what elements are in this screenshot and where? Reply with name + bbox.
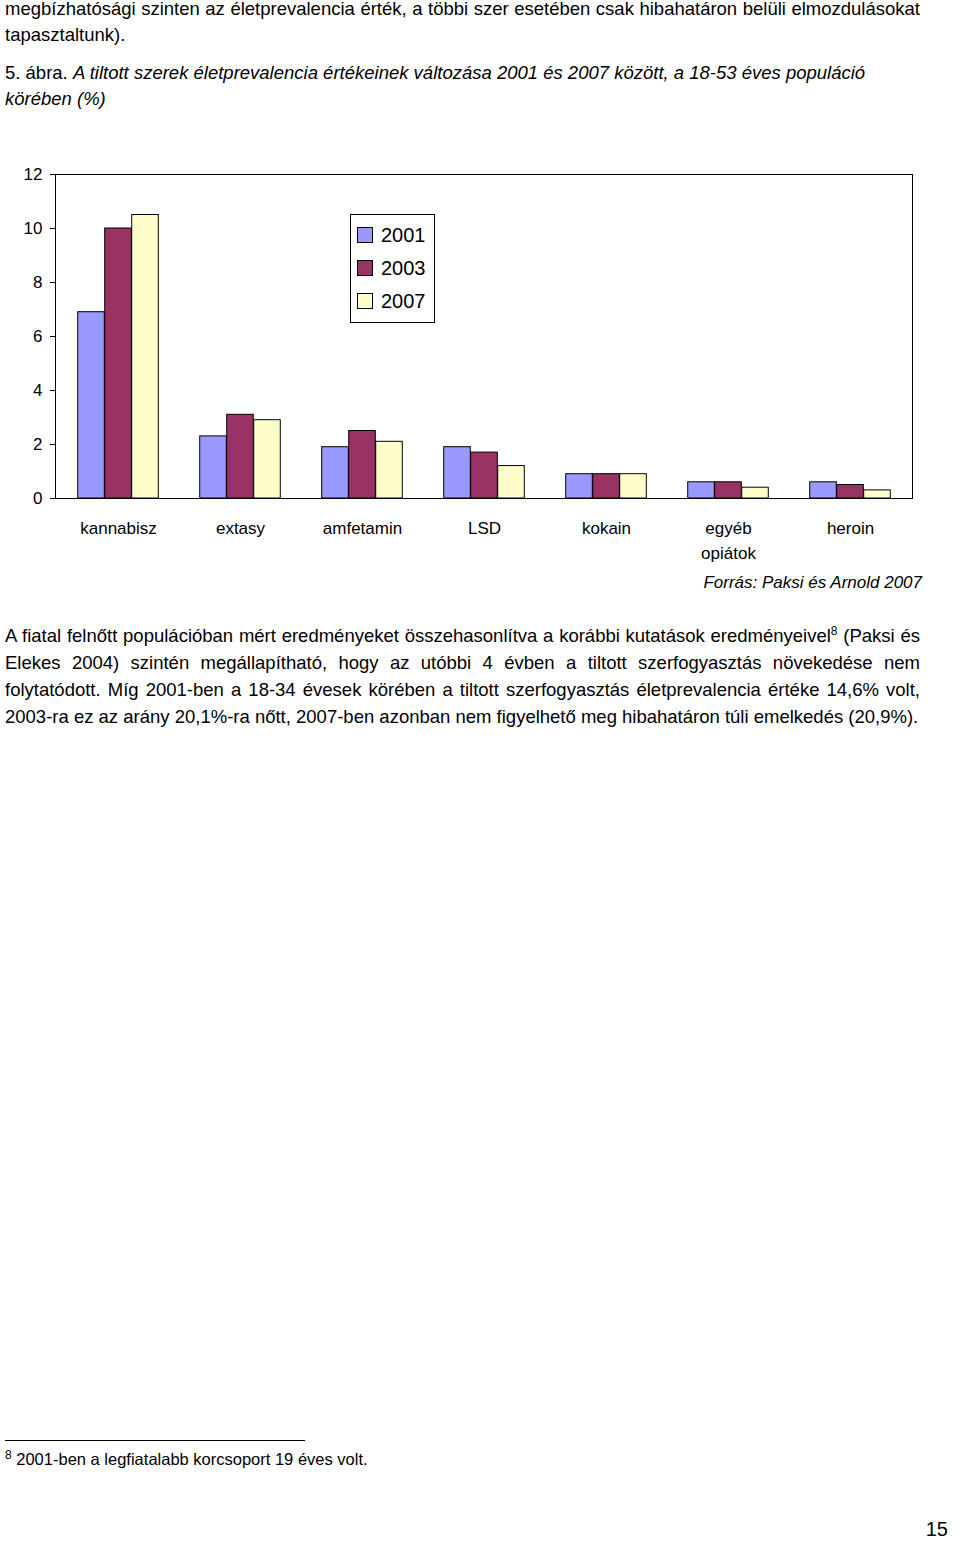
svg-text:heroin: heroin xyxy=(827,519,874,538)
html-text:8: 8 xyxy=(5,1447,12,1462)
html-text:15: 15 xyxy=(925,1518,948,1540)
svg-text:4: 4 xyxy=(33,381,42,400)
html-text:2001-ben a legfiatalabb korcso: 2001-ben a legfiatalabb korcsoport 19 év… xyxy=(11,1450,368,1468)
svg-text:12: 12 xyxy=(24,165,43,184)
html-text:5. ábra. A tiltott szerek élet: 5. ábra. A tiltott szerek életprevalenci… xyxy=(5,62,866,109)
svg-text:2: 2 xyxy=(33,435,42,454)
svg-text:8: 8 xyxy=(33,273,42,292)
svg-text:LSD: LSD xyxy=(468,519,501,538)
svg-text:egyébopiátok: egyébopiátok xyxy=(701,519,756,563)
svg-text:10: 10 xyxy=(24,219,43,238)
svg-text:kannabisz: kannabisz xyxy=(80,519,157,538)
html-text:2001: 2001 xyxy=(381,224,426,246)
svg-text:kokain: kokain xyxy=(582,519,631,538)
svg-text:6: 6 xyxy=(33,327,42,346)
svg-text:extasy: extasy xyxy=(216,519,266,538)
html-text:Forrás: Paksi és Arnold 2007: Forrás: Paksi és Arnold 2007 xyxy=(703,573,922,592)
html-text:A fiatal felnőtt populációban: A fiatal felnőtt populációban mért eredm… xyxy=(5,623,920,727)
svg-text:0: 0 xyxy=(33,489,42,508)
html-text:2003: 2003 xyxy=(381,257,426,279)
html-text:2007: 2007 xyxy=(381,290,426,312)
svg-text:amfetamin: amfetamin xyxy=(323,519,402,538)
